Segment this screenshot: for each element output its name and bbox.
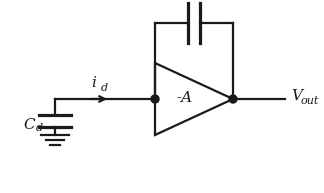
Text: d: d bbox=[101, 83, 108, 93]
Text: out: out bbox=[301, 96, 319, 106]
Text: -A: -A bbox=[177, 91, 193, 105]
Circle shape bbox=[229, 95, 237, 103]
Text: C: C bbox=[23, 118, 35, 132]
Text: V: V bbox=[291, 89, 302, 103]
Circle shape bbox=[151, 95, 159, 103]
Text: i: i bbox=[91, 76, 96, 90]
Text: d: d bbox=[36, 123, 43, 133]
